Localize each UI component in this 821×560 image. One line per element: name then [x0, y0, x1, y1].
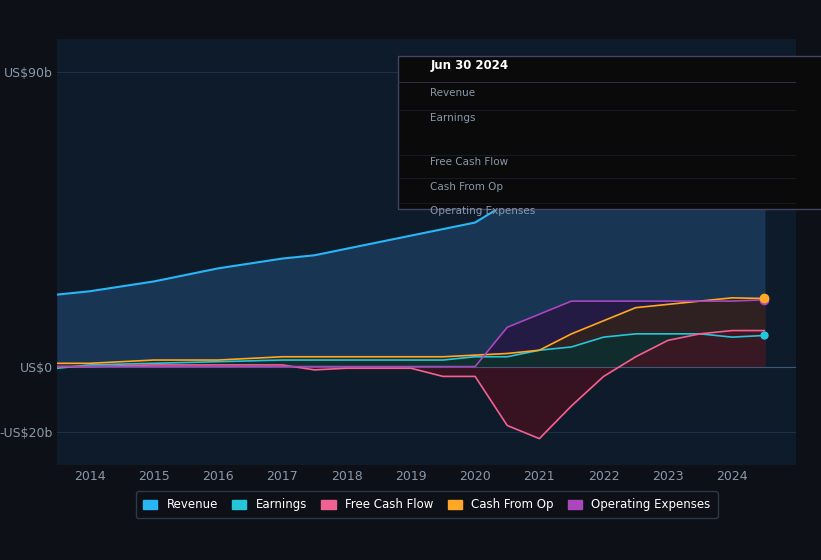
Text: Operating Expenses: Operating Expenses	[430, 206, 535, 216]
Legend: Revenue, Earnings, Free Cash Flow, Cash From Op, Operating Expenses: Revenue, Earnings, Free Cash Flow, Cash …	[136, 491, 718, 519]
Text: Cash From Op: Cash From Op	[430, 181, 503, 192]
Text: Revenue: Revenue	[430, 88, 475, 99]
Text: Jun 30 2024: Jun 30 2024	[430, 59, 508, 72]
Text: Earnings: Earnings	[430, 113, 475, 123]
Text: Free Cash Flow: Free Cash Flow	[430, 157, 508, 167]
Bar	[398, 55, 821, 209]
